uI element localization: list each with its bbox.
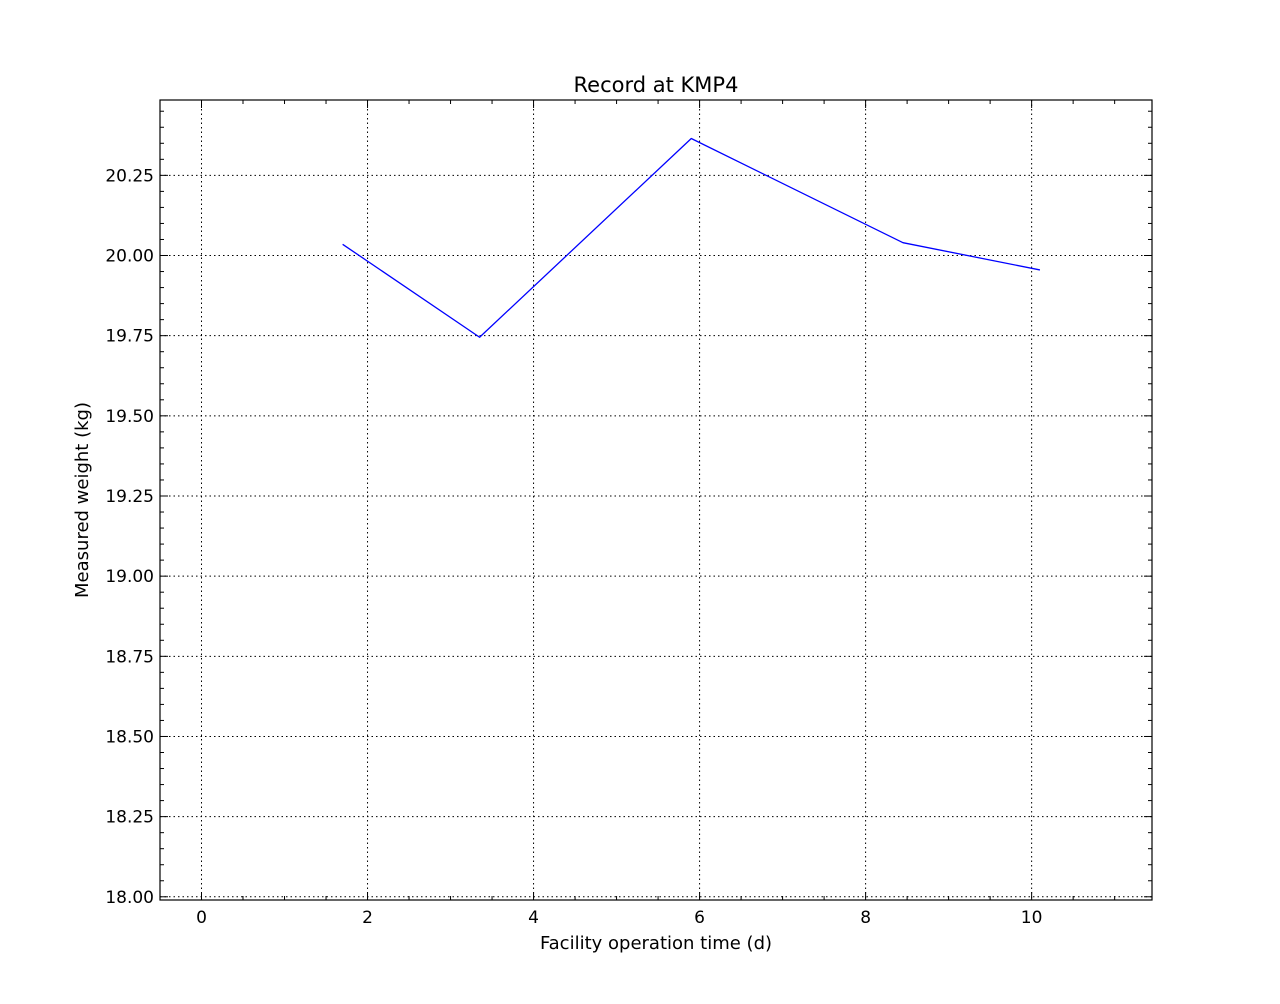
chart-title: Record at KMP4 (574, 73, 739, 97)
tick-layer (159, 100, 1152, 900)
y-tick-label: 20.25 (105, 166, 154, 186)
series-line-0 (342, 137, 1041, 338)
y-tick-label: 19.50 (105, 407, 154, 427)
y-tick-label: 19.25 (105, 487, 154, 507)
x-tick-label: 8 (860, 908, 871, 928)
x-tick-label: 10 (1021, 908, 1043, 928)
series-layer (342, 137, 1041, 338)
y-tick-label: 18.75 (105, 647, 154, 667)
x-tick-label: 2 (362, 908, 373, 928)
y-tick-label: 20.00 (105, 247, 154, 267)
y-tick-label: 19.00 (105, 567, 154, 587)
label-layer: 0 2 4 6 8 10 18.00 18.25 18.50 18.75 19.00 19.25 19.… (105, 166, 1042, 928)
x-tick-label: 4 (528, 908, 539, 928)
y-tick-label: 18.25 (105, 808, 154, 828)
y-tick-label: 18.00 (105, 888, 154, 908)
y-axis-title: Measured weight (kg) (72, 402, 93, 598)
x-tick-label: 0 (196, 908, 207, 928)
x-axis-title: Facility operation time (d) (540, 933, 772, 954)
y-tick-label: 19.75 (105, 327, 154, 347)
y-tick-label: 18.50 (105, 727, 154, 747)
grid-layer (160, 100, 1152, 900)
x-tick-label: 6 (694, 908, 705, 928)
plot-frame (159, 99, 1153, 901)
